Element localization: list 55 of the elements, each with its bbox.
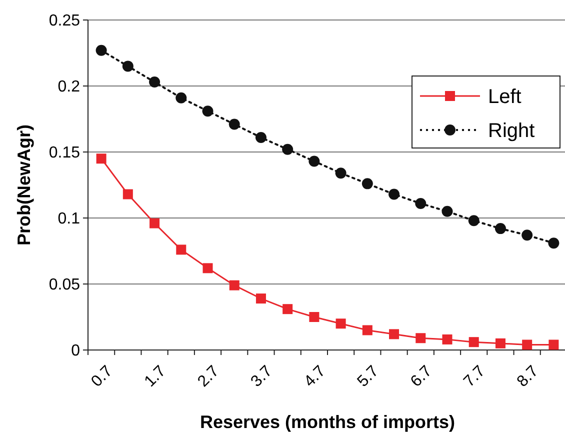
point bbox=[389, 329, 400, 340]
point bbox=[176, 244, 186, 255]
point bbox=[229, 280, 240, 290]
point bbox=[176, 92, 187, 104]
x-tick-label: 6.7 bbox=[408, 362, 436, 390]
x-tick-label: 1.7 bbox=[142, 362, 170, 390]
x-tick-label: 4.7 bbox=[301, 362, 330, 390]
x-tick-label: 0.7 bbox=[88, 362, 116, 390]
point bbox=[228, 118, 240, 130]
point bbox=[362, 325, 372, 336]
legend-label: Right bbox=[488, 120, 536, 142]
x-tick-label: 8.7 bbox=[514, 362, 542, 390]
y-tick-label: 0.2 bbox=[58, 78, 80, 96]
point bbox=[282, 144, 294, 155]
point bbox=[468, 337, 479, 348]
y-tick-label: 0.1 bbox=[58, 210, 80, 228]
point bbox=[149, 76, 160, 88]
point bbox=[494, 223, 506, 234]
point bbox=[96, 154, 106, 164]
point bbox=[362, 178, 373, 190]
point bbox=[308, 156, 320, 167]
point bbox=[415, 198, 426, 209]
point bbox=[282, 304, 293, 314]
point bbox=[548, 340, 559, 350]
point bbox=[122, 60, 134, 72]
y-tick-label: 0.15 bbox=[48, 144, 80, 162]
y-tick-label: 0.05 bbox=[48, 276, 80, 294]
point bbox=[96, 44, 107, 56]
point bbox=[202, 263, 213, 274]
x-tick-label: 3.7 bbox=[248, 362, 276, 390]
point bbox=[468, 215, 480, 226]
point bbox=[522, 230, 533, 241]
x-tick-label: 5.7 bbox=[354, 362, 382, 390]
point bbox=[388, 188, 400, 200]
point bbox=[150, 218, 160, 228]
y-axis-title: Prob(NewAgr) bbox=[14, 124, 34, 246]
point bbox=[548, 238, 560, 249]
y-tick-label: 0.25 bbox=[48, 12, 80, 30]
point bbox=[416, 333, 426, 344]
point bbox=[335, 168, 346, 179]
point bbox=[309, 312, 320, 322]
point bbox=[255, 132, 266, 143]
point bbox=[256, 294, 266, 304]
point bbox=[495, 338, 506, 348]
point bbox=[122, 189, 133, 200]
point bbox=[336, 318, 346, 329]
y-tick-label: 0 bbox=[71, 342, 80, 360]
point bbox=[442, 334, 452, 344]
point bbox=[202, 106, 214, 117]
legend-label: Left bbox=[488, 86, 522, 108]
x-axis-title: Reserves (months of imports) bbox=[200, 412, 456, 432]
x-tick-label: 7.7 bbox=[460, 362, 489, 390]
x-tick-label: 2.7 bbox=[194, 362, 223, 390]
point bbox=[522, 340, 532, 350]
point bbox=[442, 206, 453, 217]
